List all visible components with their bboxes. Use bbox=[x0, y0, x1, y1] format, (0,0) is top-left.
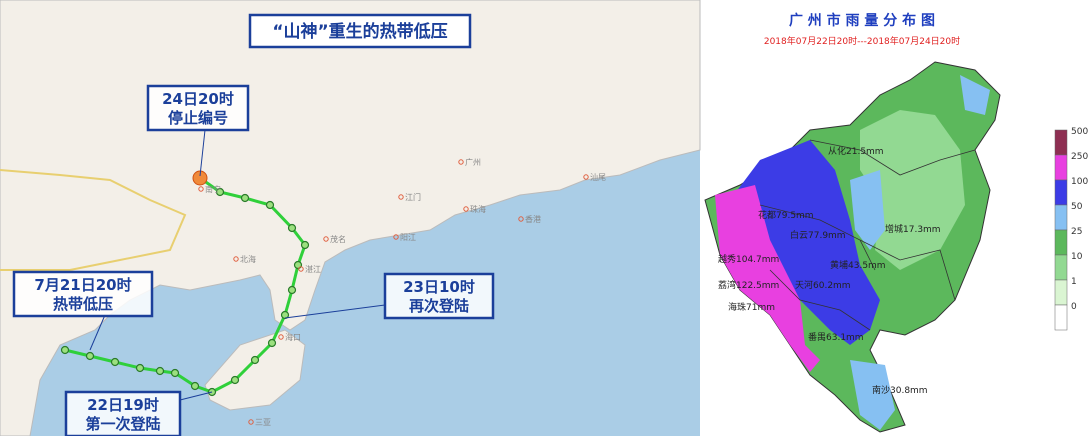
city-label: 海口 bbox=[285, 332, 301, 342]
district-label: 海珠71mm bbox=[728, 301, 775, 313]
district-label: 天河60.2mm bbox=[795, 279, 851, 291]
legend-swatch bbox=[1055, 205, 1067, 230]
legend-swatch bbox=[1055, 255, 1067, 280]
legend-label: 25 bbox=[1071, 227, 1082, 237]
legend-swatch bbox=[1055, 180, 1067, 205]
legend-label: 500 bbox=[1071, 127, 1088, 137]
city-label: 广州 bbox=[465, 157, 481, 167]
district-label: 花都79.5mm bbox=[758, 209, 814, 221]
legend-swatch bbox=[1055, 130, 1067, 155]
callout-text: 23日10时 bbox=[403, 278, 475, 296]
callout-text: 22日19时 bbox=[87, 396, 159, 414]
rain-subtitle: 2018年07月22日20时---2018年07月24日20时 bbox=[764, 35, 960, 47]
city-label: 香港 bbox=[525, 214, 541, 224]
legend-swatch bbox=[1055, 305, 1067, 330]
district-label: 番禺63.1mm bbox=[808, 331, 864, 343]
city-label: 江门 bbox=[405, 192, 421, 202]
city-label: 阳江 bbox=[400, 233, 416, 242]
city-label: 南宁 bbox=[205, 184, 221, 194]
district-label: 白云77.9mm bbox=[790, 229, 846, 241]
callout-text: 7月21日20时 bbox=[34, 276, 131, 294]
callout-text: 热带低压 bbox=[53, 295, 113, 313]
callout-text: 再次登陆 bbox=[409, 297, 469, 315]
legend-label: 250 bbox=[1071, 152, 1088, 162]
city-label: 珠海 bbox=[470, 204, 486, 214]
district-label: 越秀104.7mm bbox=[718, 253, 779, 265]
callout-text: 24日20时 bbox=[162, 90, 234, 108]
city-label: 北海 bbox=[240, 254, 256, 264]
callout-text: 第一次登陆 bbox=[85, 415, 160, 433]
page: 广州江门珠海茂名湛江 北海 南宁海口三亚 汕尾阳江 香港 “山神”重生的热带低压 24日… bbox=[0, 0, 1088, 436]
district-label: 荔湾122.5mm bbox=[718, 279, 779, 291]
callout-text: 停止编号 bbox=[168, 109, 228, 127]
city-label: 湛江 bbox=[305, 265, 321, 274]
legend-swatch bbox=[1055, 155, 1067, 180]
legend-swatch bbox=[1055, 280, 1067, 305]
legend-label: 1 bbox=[1071, 277, 1077, 287]
map-title: “山神”重生的热带低压 bbox=[272, 21, 447, 42]
legend-label: 100 bbox=[1071, 177, 1088, 187]
rainfall-map: 广 州 市 雨 量 分 布 图 2018年07月22日20时---2018年07… bbox=[705, 12, 1088, 432]
legend-label: 50 bbox=[1071, 202, 1083, 212]
city-label: 三亚 bbox=[255, 418, 271, 427]
legend-label: 0 bbox=[1071, 302, 1077, 312]
district-label: 黄埔43.5mm bbox=[830, 259, 886, 271]
district-label: 从化21.5mm bbox=[828, 145, 884, 157]
district-label: 南沙30.8mm bbox=[872, 384, 928, 396]
legend-swatch bbox=[1055, 230, 1067, 255]
city-label: 汕尾 bbox=[590, 172, 606, 182]
district-label: 增城17.3mm bbox=[885, 223, 941, 235]
rain-title: 广 州 市 雨 量 分 布 图 bbox=[789, 12, 935, 29]
legend-label: 10 bbox=[1071, 252, 1083, 262]
city-label: 茂名 bbox=[330, 234, 346, 244]
